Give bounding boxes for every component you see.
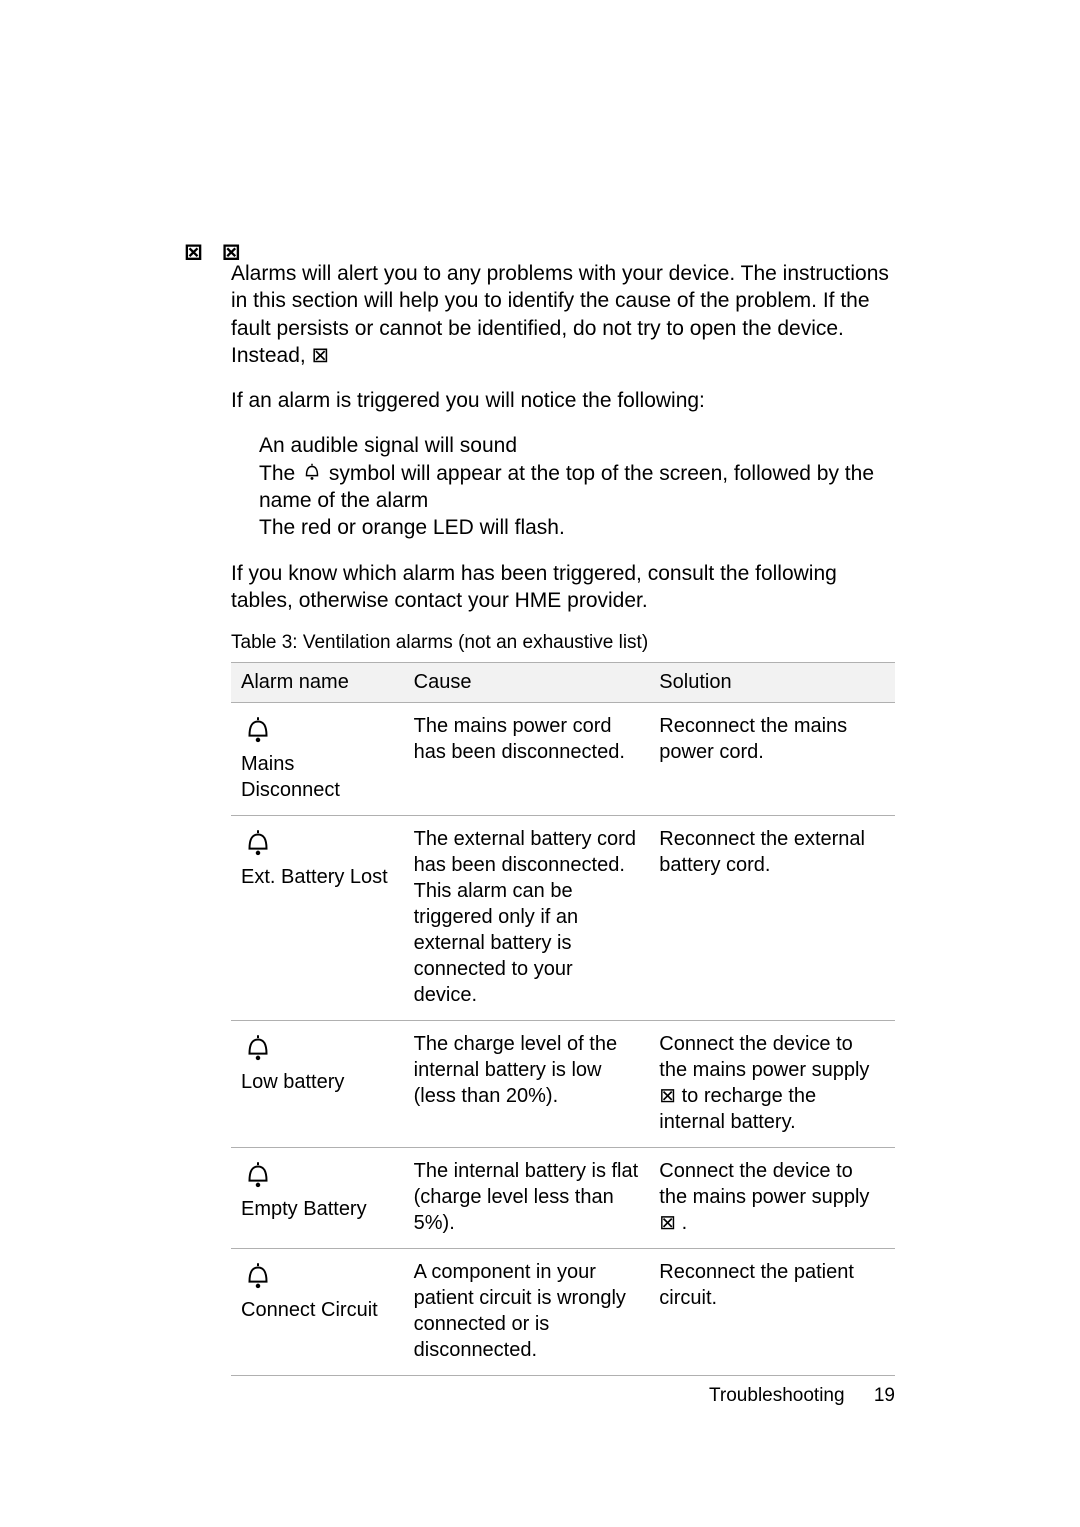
col-header-cause: Cause — [404, 663, 650, 703]
footer-section: Troubleshooting — [709, 1385, 845, 1406]
bell-icon — [241, 1158, 275, 1192]
bell-icon — [241, 826, 275, 860]
intro-paragraph-3: If you know which alarm has been trigger… — [231, 560, 895, 615]
cause-cell: The external battery cord has been disco… — [404, 816, 650, 1021]
list-item: An audible signal will sound — [259, 432, 895, 459]
intro-paragraph-2: If an alarm is triggered you will notice… — [231, 387, 895, 414]
bell-icon — [241, 713, 275, 747]
cause-cell: A component in your patient circuit is w… — [404, 1249, 650, 1376]
page-container: ⊠ ⊠ Alarms will alert you to any problem… — [0, 0, 1080, 1527]
cause-cell: The internal battery is flat (charge lev… — [404, 1148, 650, 1249]
list-item-text-pre: The — [259, 462, 301, 485]
alarm-name: Mains Disconnect — [241, 751, 394, 803]
solution-cell: Reconnect the mains power cord. — [649, 703, 895, 816]
alarm-name: Low battery — [241, 1069, 394, 1095]
alarm-name: Empty Battery — [241, 1196, 394, 1222]
page-footer: Troubleshooting 19 — [709, 1385, 895, 1407]
table-row: Ext. Battery Lost The external battery c… — [231, 816, 895, 1021]
alarm-name: Connect Circuit — [241, 1297, 394, 1323]
table-row: Connect Circuit A component in your pati… — [231, 1249, 895, 1376]
section-heading-glyphs: ⊠ ⊠ — [185, 235, 242, 268]
table-caption: Table 3: Ventilation alarms (not an exha… — [231, 632, 895, 654]
bell-icon — [301, 461, 323, 483]
bell-icon — [241, 1259, 275, 1293]
solution-cell: Reconnect the patient circuit. — [649, 1249, 895, 1376]
ventilation-alarms-table: Alarm name Cause Solution Mains Disconne… — [231, 662, 895, 1376]
solution-cell: Reconnect the external battery cord. — [649, 816, 895, 1021]
table-header-row: Alarm name Cause Solution — [231, 663, 895, 703]
bell-icon — [241, 1031, 275, 1065]
list-item: The red or orange LED will flash. — [259, 514, 895, 541]
alarm-trigger-list: An audible signal will sound The symbol … — [259, 432, 895, 541]
list-item: The symbol will appear at the top of the… — [259, 460, 895, 515]
intro-paragraph-1: Alarms will alert you to any problems wi… — [231, 260, 895, 369]
col-header-solution: Solution — [649, 663, 895, 703]
solution-cell: Connect the device to the mains power su… — [649, 1148, 895, 1249]
footer-page-number: 19 — [874, 1385, 895, 1406]
col-header-alarm: Alarm name — [231, 663, 404, 703]
alarm-name: Ext. Battery Lost — [241, 864, 394, 890]
table-row: Empty Battery The internal battery is fl… — [231, 1148, 895, 1249]
table-row: Mains Disconnect The mains power cord ha… — [231, 703, 895, 816]
cause-cell: The charge level of the internal battery… — [404, 1021, 650, 1148]
list-item-text-post: symbol will appear at the top of the scr… — [259, 462, 874, 512]
solution-cell: Connect the device to the mains power su… — [649, 1021, 895, 1148]
table-row: Low battery The charge level of the inte… — [231, 1021, 895, 1148]
cause-cell: The mains power cord has been disconnect… — [404, 703, 650, 816]
